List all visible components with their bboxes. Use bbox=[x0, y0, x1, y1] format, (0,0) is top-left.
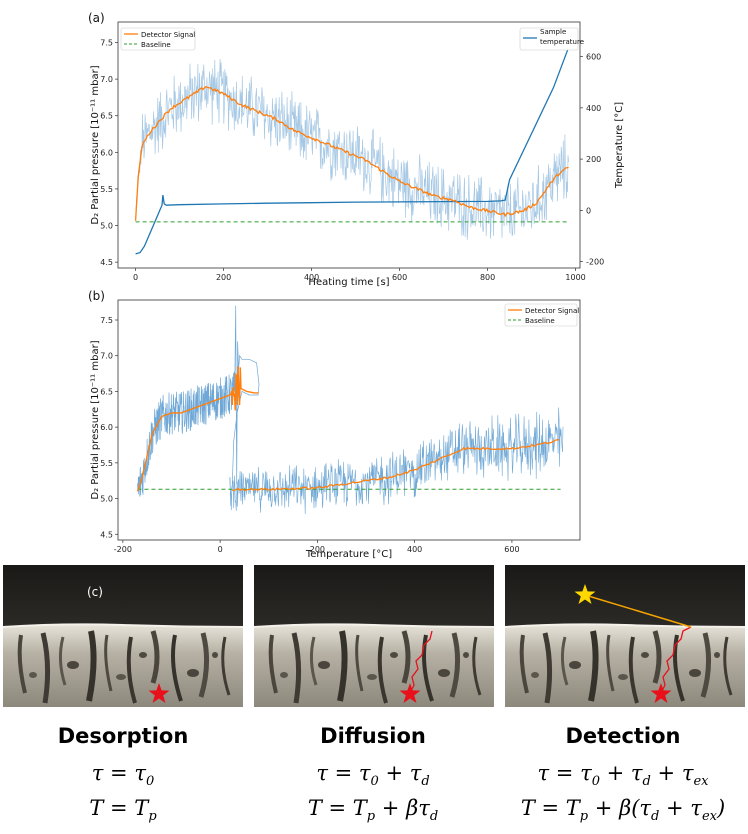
legend-b-baseline-label: Baseline bbox=[525, 317, 555, 325]
desorption-image: (c) bbox=[3, 565, 243, 707]
y-tick-label: 7.5 bbox=[100, 39, 113, 48]
panel-b-xlabel: Temperature [°C] bbox=[305, 549, 392, 560]
y-tick-label: 7.0 bbox=[100, 352, 113, 361]
panel-b-ylabel: D₂ Partial pressure [10⁻¹¹ mbar] bbox=[90, 340, 101, 499]
x-tick-label: 200 bbox=[216, 273, 231, 282]
y2-tick-label: -200 bbox=[586, 258, 604, 267]
y-tick-label: 6.0 bbox=[100, 423, 113, 432]
y2-tick-label: 200 bbox=[586, 155, 601, 164]
y-tick-label: 5.0 bbox=[100, 495, 113, 504]
y-tick-label: 7.5 bbox=[100, 316, 113, 325]
legend-temperature-label-2: temperature bbox=[540, 38, 584, 46]
x-tick-label: 800 bbox=[480, 273, 495, 282]
legend-detector-label: Detector Signal bbox=[141, 31, 195, 39]
diffusion-eq-tau: τ = τ0 + τd bbox=[316, 761, 430, 790]
y2-tick-label: 600 bbox=[586, 53, 601, 62]
detection-eq-temp: T = Tp + β(τd + τex) bbox=[520, 796, 726, 825]
panel-a-ylabel: D₂ Partial pressure [10⁻¹¹ mbar] bbox=[90, 65, 101, 224]
panel-a-y2label: Temperature [°C] bbox=[614, 102, 625, 189]
detection-image bbox=[505, 565, 745, 707]
y-tick-label: 6.5 bbox=[100, 112, 113, 121]
desorption-eq-temp: T = Tp bbox=[89, 796, 157, 825]
y-tick-label: 6.5 bbox=[100, 387, 113, 396]
stage-title-desorption: Desorption bbox=[57, 724, 189, 748]
detector-signal-line-part1 bbox=[136, 366, 259, 492]
panel-c-label: (c) bbox=[87, 585, 103, 599]
legend-temperature-label-1: Sample bbox=[540, 28, 566, 36]
panel-a-legend-right: Sample temperature bbox=[519, 27, 584, 51]
y-tick-label: 5.5 bbox=[100, 459, 113, 468]
y-tick-label: 5.0 bbox=[100, 222, 113, 231]
raw-signal-line-part2 bbox=[229, 407, 564, 515]
stage-title-detection: Detection bbox=[565, 724, 681, 748]
x-tick-label: 600 bbox=[504, 545, 519, 554]
y-tick-label: 7.0 bbox=[100, 75, 113, 84]
desorption-equations: τ = τ0 T = Tp bbox=[0, 760, 246, 830]
desorption-eq-tau: τ = τ0 bbox=[91, 761, 155, 790]
x-tick-label: -200 bbox=[114, 545, 132, 554]
x-tick-label: 400 bbox=[304, 273, 319, 282]
detection-star-red bbox=[650, 683, 672, 703]
detector-signal-line bbox=[134, 85, 569, 221]
x-tick-label: 200 bbox=[310, 545, 325, 554]
detection-equations: τ = τ0 + τd + τex T = Tp + β(τd + τex) bbox=[500, 760, 746, 830]
panel-a-frame bbox=[117, 21, 581, 269]
diffusion-path bbox=[409, 630, 433, 694]
diffusion-star bbox=[399, 683, 421, 703]
panel-a-legend-left: Detector Signal Baseline bbox=[120, 27, 196, 51]
escape-line bbox=[584, 594, 692, 628]
panel-b-legend: Detector Signal Baseline bbox=[504, 303, 579, 327]
x-tick-label: 600 bbox=[392, 273, 407, 282]
y2-tick-label: 400 bbox=[586, 104, 601, 113]
x-tick-label: 0 bbox=[133, 273, 138, 282]
panel-a-label: (a) bbox=[88, 11, 105, 25]
detection-eq-tau: τ = τ0 + τd + τex bbox=[537, 761, 709, 790]
x-tick-label: 1000 bbox=[565, 273, 585, 282]
raw-signal-line-part1 bbox=[137, 305, 260, 506]
stage-title-diffusion: Diffusion bbox=[320, 724, 426, 748]
temperature-line bbox=[135, 46, 570, 255]
desorption-star bbox=[148, 683, 170, 703]
panel-b-chart: (b) -200 0 200 400 6004.55.05.56.06.57.07.5 … bbox=[88, 289, 581, 560]
y-tick-label: 4.5 bbox=[100, 530, 113, 539]
legend-b-detector-label: Detector Signal bbox=[525, 307, 579, 315]
detection-star-yellow bbox=[574, 584, 596, 604]
y-tick-label: 6.0 bbox=[100, 148, 113, 157]
x-tick-label: 0 bbox=[218, 545, 223, 554]
detector-signal-line-part2 bbox=[232, 439, 560, 492]
x-tick-label: 400 bbox=[407, 545, 422, 554]
legend-baseline-label: Baseline bbox=[141, 41, 171, 49]
panel-b-label: (b) bbox=[88, 289, 105, 303]
panel-a-chart: (a) 0 200 400 600 800 1000 4.5 5.0 5.5 6.0 6.5 7.0 7… bbox=[88, 11, 625, 288]
detection-path bbox=[660, 626, 692, 694]
y2-tick-label: 0 bbox=[586, 206, 591, 215]
diffusion-equations: τ = τ0 + τd T = Tp + βτd bbox=[250, 760, 496, 830]
panel-a-xlabel: Heating time [s] bbox=[308, 277, 389, 288]
panel-b-frame bbox=[117, 299, 581, 541]
diffusion-eq-temp: T = Tp + βτd bbox=[307, 796, 439, 825]
y-tick-label: 4.5 bbox=[100, 258, 113, 267]
diffusion-image bbox=[254, 565, 494, 707]
y-tick-label: 5.5 bbox=[100, 185, 113, 194]
